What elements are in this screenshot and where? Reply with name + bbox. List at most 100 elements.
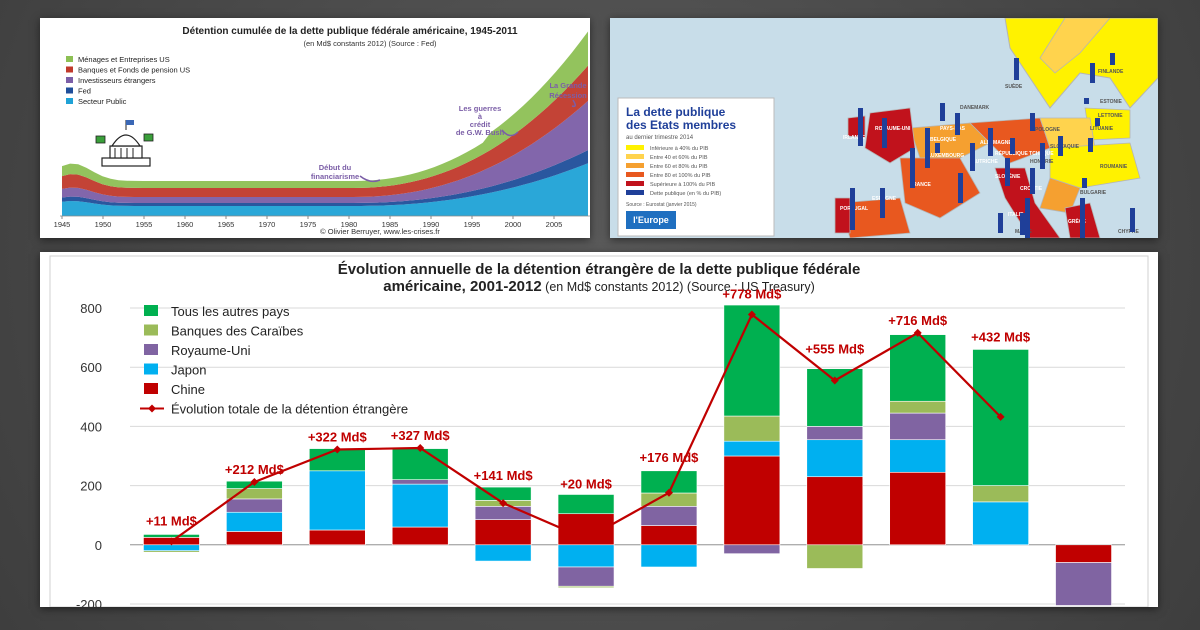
tl-legend-label: Banques et Fonds de pension US [78, 66, 190, 75]
bar-segment-Chine [474, 519, 532, 546]
tl-legend-swatch [66, 77, 73, 83]
bar-segment-Chine [640, 525, 698, 546]
tl-subtitle: (en Md$ constants 2012) (Source : Fed) [304, 39, 437, 48]
data-label: +716 Md$ [888, 313, 948, 328]
stacked-bars [143, 304, 1112, 606]
chart-title-line1: Évolution annuelle de la détention étran… [338, 261, 861, 278]
country-label: GRÈCE [1068, 217, 1086, 225]
tl-legend-label: Fed [78, 87, 91, 96]
bar-segment-Royaume-Uni [806, 426, 864, 441]
map-debt-bar [1095, 118, 1100, 126]
total-line-marker [499, 499, 508, 508]
map-debt-bar [850, 188, 855, 230]
map-debt-bar [1088, 138, 1093, 152]
total-line-marker [250, 478, 259, 487]
bar-segment-Banques des Caraïbes [889, 400, 947, 414]
us-debt-holders-svg: Détention cumulée de la dette publique f… [54, 26, 590, 236]
total-line-marker [913, 328, 922, 337]
total-line-marker [416, 444, 425, 453]
foreign-holdings-chart: Évolution annuelle de la détention étran… [40, 252, 1158, 607]
bar-segment-Chine [391, 526, 449, 546]
map-legend-items: Inférieure à 40% du PIB Entre 40 et 60% d… [626, 145, 721, 197]
tl-x-tick-label: 1950 [95, 220, 112, 229]
annotation-recession-1: La Grande [549, 81, 586, 90]
tl-title: Détention cumulée de la dette publique f… [182, 26, 518, 37]
tl-legend-label: Secteur Public [78, 97, 127, 106]
map-debt-bar [1005, 158, 1010, 186]
bar-segment-Japon [889, 439, 947, 473]
country-label: BELGIQUE [930, 137, 957, 143]
tl-legend-swatch [66, 56, 73, 62]
map-debt-bar [1020, 213, 1025, 235]
map-legend-swatch [626, 181, 644, 186]
tl-x-tick-label: 1990 [423, 220, 440, 229]
map-subtitle: au dernier trimestre 2014 [626, 135, 694, 141]
legend-swatch [144, 383, 158, 394]
legend-line-marker [148, 404, 156, 413]
bar-segment-Chine [1055, 544, 1112, 563]
bar-segment-Banques des Caraïbes [557, 585, 615, 589]
data-label: +778 Md$ [722, 287, 782, 302]
tl-area-4 [62, 163, 588, 216]
tl-x-tick-label: 2005 [546, 220, 563, 229]
bar-segment-Japon [972, 501, 1029, 546]
map-debt-bar [925, 128, 930, 168]
country-label: FINLANDE [1098, 69, 1124, 75]
bar-segment-Banques des Caraïbes [806, 544, 864, 569]
tl-credit: © Olivier Berruyer, www.les-crises.fr [320, 227, 440, 236]
map-debt-bar [1082, 178, 1087, 188]
legend-swatch [144, 324, 158, 336]
bar-segment-Chine [723, 455, 781, 546]
country-label: ROUMANIE [1100, 164, 1128, 170]
bar-segment-Japon [391, 483, 449, 528]
country-label: AUTRICHE [972, 159, 998, 165]
map-title-2: des Etats membres [626, 118, 736, 132]
country-label: LITUANIE [1090, 126, 1114, 132]
bar-segment-Japon [308, 470, 366, 531]
map-debt-bar [988, 128, 993, 156]
map-source: Source : Eurostat (janvier 2015) [626, 202, 697, 208]
data-label: +555 Md$ [805, 341, 865, 356]
tl-legend-swatch [66, 87, 73, 94]
bar-segment-Banques des Caraïbes [972, 485, 1029, 503]
map-debt-bar [998, 213, 1003, 233]
chart-title-rest: (en Md$ constants 2012) (Source : US Tre… [542, 280, 815, 294]
chart-gridlines [130, 307, 1125, 605]
country-label: SLOVAQUIE [1050, 144, 1080, 150]
tl-legend-swatch [66, 66, 73, 73]
total-line-marker [333, 445, 342, 454]
bar-segment-Japon [226, 511, 283, 532]
legend-label: Royaume-Uni [171, 343, 251, 358]
map-debt-bar [955, 113, 960, 135]
map-legend-swatch [626, 172, 644, 177]
tl-x-tick-label: 1945 [54, 220, 71, 229]
y-tick-label: 0 [95, 538, 102, 553]
tl-x-tick-label: 1995 [464, 220, 481, 229]
map-title-1: La dette publique [626, 105, 726, 119]
annotation-financiarisme-2: financiarisme [311, 172, 359, 181]
bar-segment-Japon [806, 439, 864, 478]
bar-segment-Chine [226, 531, 283, 546]
tl-x-tick-label: 2000 [505, 220, 522, 229]
data-label: +11 Md$ [146, 514, 198, 529]
bar-segment-Tous les autres pays [557, 494, 615, 515]
total-line-marker [664, 488, 673, 497]
map-legend-swatch [626, 154, 644, 159]
total-line-marker [996, 412, 1005, 421]
chart-legend: Tous les autres pays Banques des Caraïbes… [140, 304, 408, 417]
bar-segment-Royaume-Uni [226, 498, 283, 513]
data-label: +212 Md$ [225, 462, 285, 477]
total-line-marker [830, 376, 839, 385]
legend-label: Japon [171, 363, 206, 378]
country-label: ROYAUME-UNI [875, 126, 911, 132]
map-debt-bar [1090, 63, 1095, 83]
map-debt-bar [1058, 136, 1063, 156]
data-label: +141 Md$ [474, 468, 534, 483]
map-legend-label: Inférieure à 40% du PIB [650, 146, 709, 152]
chart-title-line2: américaine, 2001-2012 (en Md$ constants … [383, 278, 815, 295]
bar-segment-Japon [557, 544, 615, 568]
map-debt-bar [1130, 208, 1135, 232]
foreign-holdings-svg: Évolution annuelle de la détention étran… [49, 255, 1149, 607]
map-debt-bars [850, 53, 1135, 238]
capitol-icon [95, 120, 154, 167]
